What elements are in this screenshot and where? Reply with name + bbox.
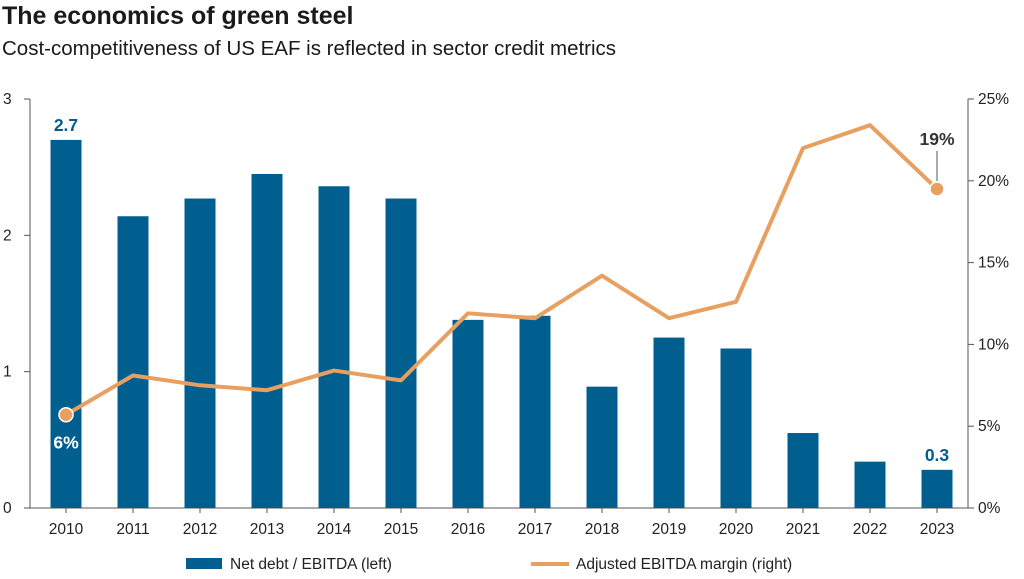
x-tick-label: 2011	[116, 521, 149, 538]
bar	[519, 315, 551, 508]
chart-title: The economics of green steel	[2, 2, 354, 30]
bar	[50, 139, 82, 508]
line-series	[64, 123, 939, 417]
x-tick-label: 2021	[786, 521, 820, 538]
bar	[251, 173, 283, 508]
bar	[854, 461, 886, 508]
right-tick-label: 20%	[978, 173, 1009, 190]
x-tick-label: 2016	[451, 521, 485, 538]
x-tick-label: 2010	[49, 521, 84, 538]
line-data-label: 6%	[53, 433, 79, 453]
x-tick-label: 2018	[585, 521, 619, 538]
chart-axes: 0 1 2 3 0% 5% 10% 15% 20% 25% 2010 2011 2012 2013 2014…	[3, 91, 1009, 538]
bar	[452, 319, 484, 508]
bar	[653, 337, 685, 508]
left-tick-label: 2	[3, 227, 12, 244]
legend-line-label: Adjusted EBITDA margin (right)	[576, 556, 792, 573]
bar	[720, 348, 752, 508]
bar	[787, 433, 819, 508]
bar	[921, 469, 953, 508]
x-tick-label: 2012	[183, 521, 217, 538]
bar-series	[50, 139, 953, 509]
left-tick-label: 0	[3, 500, 12, 517]
line-data-label: 19%	[919, 129, 954, 149]
right-tick-label: 25%	[978, 91, 1009, 108]
data-labels: 2.7 0.3 6% 19%	[53, 115, 955, 465]
legend-bar-swatch	[186, 558, 222, 569]
bar	[586, 386, 618, 508]
bar	[318, 186, 350, 508]
legend-bar-label: Net debt / EBITDA (left)	[230, 556, 392, 573]
right-tick-label: 0%	[978, 500, 1001, 517]
line-endpoint-marker	[58, 406, 74, 423]
bar	[117, 216, 149, 508]
right-tick-label: 10%	[978, 336, 1009, 353]
bar-data-label: 2.7	[54, 115, 78, 135]
right-tick-label: 5%	[978, 418, 1001, 435]
legend: Net debt / EBITDA (left) Adjusted EBITDA …	[186, 556, 792, 573]
x-tick-label: 2019	[652, 521, 686, 538]
bar-data-label: 0.3	[925, 445, 950, 465]
x-tick-label: 2017	[518, 521, 552, 538]
x-tick-label: 2023	[920, 521, 954, 538]
bar	[184, 198, 216, 509]
line-endpoint-marker	[929, 181, 945, 197]
x-tick-label: 2013	[250, 521, 284, 538]
left-tick-label: 1	[3, 364, 12, 381]
x-tick-label: 2014	[317, 521, 352, 538]
right-tick-label: 15%	[978, 255, 1009, 272]
bar	[385, 198, 417, 509]
chart-subtitle: Cost-competitiveness of US EAF is reflec…	[2, 37, 617, 60]
left-tick-label: 3	[3, 91, 12, 108]
x-tick-label: 2022	[853, 521, 887, 538]
line-path	[64, 123, 939, 417]
x-tick-label: 2020	[719, 521, 754, 538]
x-tick-label: 2015	[384, 521, 418, 538]
